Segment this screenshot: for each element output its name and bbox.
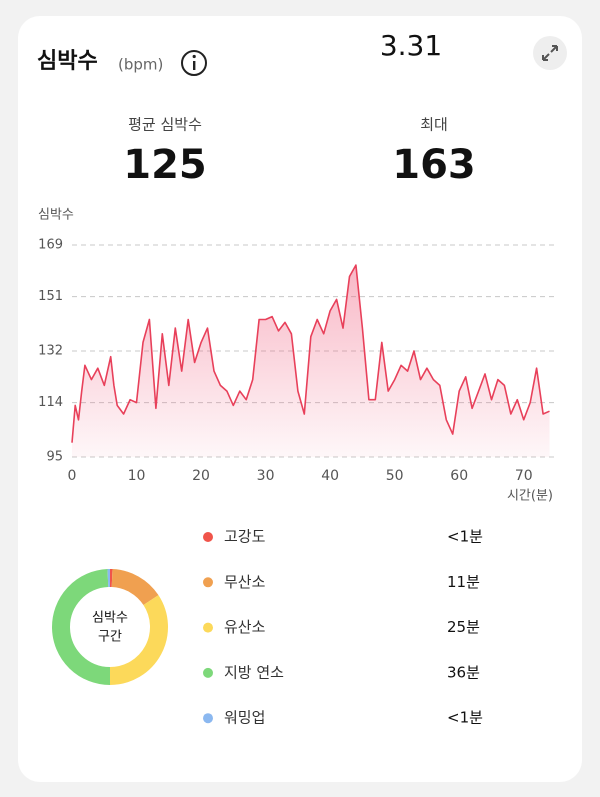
donut-segment xyxy=(109,595,168,685)
legend-label: 워밍업 xyxy=(224,709,265,727)
legend-dot xyxy=(203,622,213,633)
stat-label: 평균 심박수 xyxy=(128,116,202,134)
unit: (bpm) xyxy=(118,56,163,74)
stat-value: 125 xyxy=(123,142,207,188)
info-icon[interactable] xyxy=(181,50,207,76)
heart-rate-line xyxy=(71,264,550,443)
legend-value: 36분 xyxy=(447,663,480,681)
donut-segment xyxy=(111,569,159,606)
donut-center-label: 구간 xyxy=(98,630,122,645)
legend-label: 지방 연소 xyxy=(224,663,284,681)
y-tick-label: 132 xyxy=(38,344,63,359)
stat-label: 최대 xyxy=(420,116,448,134)
y-tick-label: 95 xyxy=(46,450,63,465)
legend-value: <1분 xyxy=(447,528,483,546)
legend-value: 11분 xyxy=(447,573,480,591)
legend-label: 무산소 xyxy=(224,573,266,591)
x-tick-label: 60 xyxy=(450,468,468,484)
legend-label: 고강도 xyxy=(224,528,266,546)
x-tick-label: 10 xyxy=(128,468,146,484)
legend-dot xyxy=(203,667,213,678)
x-tick-label: 0 xyxy=(68,468,77,484)
x-tick-label: 40 xyxy=(321,468,339,484)
date: 3.31 xyxy=(380,29,442,62)
stat-value: 163 xyxy=(392,142,476,188)
x-tick-label: 20 xyxy=(192,468,210,484)
x-tick-label: 70 xyxy=(515,468,533,484)
y-tick-label: 114 xyxy=(38,395,63,410)
donut-segment xyxy=(52,569,111,685)
legend-dot xyxy=(203,713,213,724)
y-tick-label: 169 xyxy=(38,238,63,253)
y-axis-label: 심박수 xyxy=(38,208,74,223)
legend-value: <1분 xyxy=(447,709,483,727)
donut-center-label: 심박수 xyxy=(92,611,128,626)
legend-dot xyxy=(203,577,213,588)
y-tick-label: 151 xyxy=(38,289,63,304)
x-tick-label: 30 xyxy=(257,468,275,484)
title: 심박수 xyxy=(37,49,98,74)
legend-dot xyxy=(203,532,213,542)
expand-button[interactable] xyxy=(533,36,567,70)
area xyxy=(72,265,550,457)
x-axis-label: 시간(분) xyxy=(507,489,553,504)
legend-label: 유산소 xyxy=(224,618,266,636)
legend-value: 25분 xyxy=(447,618,480,636)
x-tick-label: 50 xyxy=(386,468,404,484)
